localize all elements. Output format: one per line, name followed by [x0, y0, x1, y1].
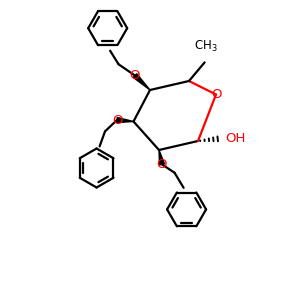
Text: CH$_3$: CH$_3$: [194, 39, 218, 54]
Text: O: O: [157, 158, 167, 171]
Polygon shape: [159, 150, 164, 165]
Text: O: O: [211, 88, 221, 101]
Polygon shape: [133, 74, 150, 90]
Polygon shape: [117, 118, 134, 122]
Text: OH: OH: [225, 132, 245, 145]
Text: O: O: [130, 69, 140, 82]
Text: O: O: [112, 113, 122, 127]
